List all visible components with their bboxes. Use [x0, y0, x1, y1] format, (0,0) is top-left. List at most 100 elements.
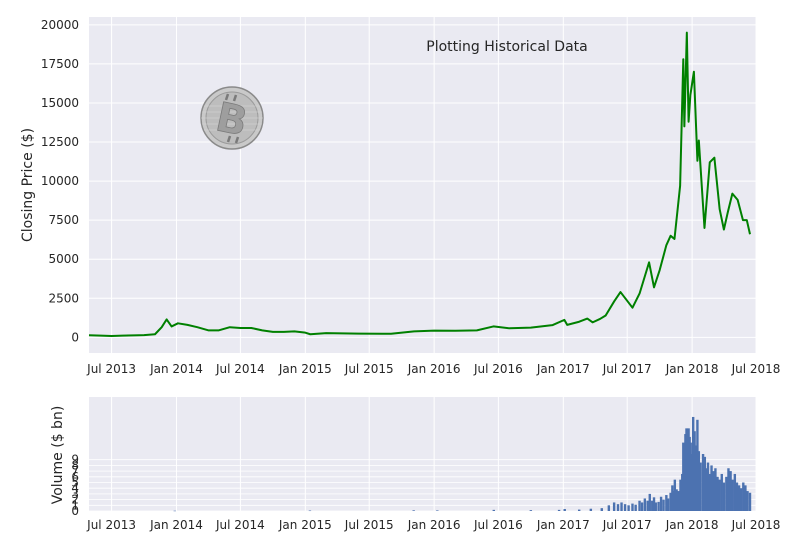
- volume-y-axis-label: Volume ($ bn): [50, 406, 66, 505]
- volume-bar: [694, 445, 698, 511]
- closing-price-line: [88, 31, 751, 337]
- volume-bar: [620, 502, 623, 511]
- volume-bar: [677, 491, 680, 511]
- volume-x-tick-label: Jul 2013: [86, 518, 136, 532]
- price-x-tick-labels: Jul 2013 Jan 2014 Jul 2014 Jan 2015 Jul 2015…: [86, 362, 780, 376]
- volume-bar: [648, 493, 651, 511]
- price-x-tick-label: Jul 2018: [731, 362, 781, 376]
- volume-bar: [744, 485, 747, 511]
- price-y-tick-label: 20000: [41, 18, 79, 32]
- volume-bar: [731, 479, 734, 511]
- price-y-tick-label: 2500: [48, 291, 79, 305]
- volume-bar: [659, 496, 663, 511]
- volume-bars: [173, 416, 752, 512]
- volume-bar: [412, 510, 415, 511]
- volume-bar: [735, 482, 739, 511]
- volume-y-tick-label: 2: [71, 493, 79, 507]
- volume-bar: [563, 509, 566, 511]
- volume-bar: [673, 479, 677, 511]
- volume-y-tick-label: 4: [71, 481, 79, 495]
- price-y-tick-label: 17500: [41, 57, 79, 71]
- volume-bar: [607, 505, 611, 511]
- volume-bar: [742, 482, 745, 511]
- volume-bar: [652, 497, 656, 511]
- volume-bar: [706, 462, 710, 511]
- volume-bar: [739, 488, 743, 511]
- volume-bar: [492, 509, 495, 511]
- volume-bar: [600, 508, 603, 511]
- volume-bar: [720, 473, 723, 511]
- volume-bar: [708, 473, 711, 511]
- price-y-axis-label: Closing Price ($): [20, 128, 36, 242]
- price-x-tick-label: Jul 2013: [86, 362, 136, 376]
- volume-y-tick-label: 7: [71, 464, 79, 478]
- volume-bar: [669, 492, 672, 511]
- price-x-tick-label: Jan 2016: [407, 362, 461, 376]
- volume-bar: [631, 503, 634, 511]
- volume-x-tick-label: Jul 2016: [473, 518, 523, 532]
- volume-bar: [634, 504, 637, 511]
- volume-x-tick-label: Jan 2018: [665, 518, 719, 532]
- volume-bar: [722, 482, 726, 511]
- volume-y-tick-label: 6: [71, 470, 79, 484]
- volume-x-tick-label: Jan 2016: [407, 518, 461, 532]
- price-y-tick-label: 0: [71, 330, 79, 344]
- price-x-tick-label: Jul 2014: [215, 362, 265, 376]
- bitcoin-coin-icon: B: [200, 86, 264, 150]
- volume-bar: [671, 485, 674, 511]
- price-x-tick-label: Jan 2015: [278, 362, 332, 376]
- volume-bar: [691, 416, 695, 511]
- volume-bar: [577, 509, 581, 511]
- price-x-tick-label: Jan 2014: [149, 362, 203, 376]
- volume-plot-background: [89, 397, 756, 511]
- volume-bar: [666, 498, 670, 511]
- volume-bar: [703, 456, 707, 511]
- volume-bar: [699, 462, 702, 511]
- volume-bar: [616, 504, 620, 511]
- volume-bar: [612, 502, 616, 511]
- volume-x-tick-label: Jul 2018: [731, 518, 781, 532]
- volume-bar: [727, 468, 730, 511]
- volume-bar: [662, 499, 665, 511]
- volume-y-tick-label: 3: [71, 487, 79, 501]
- volume-bar: [589, 508, 593, 511]
- volume-x-tick-label: Jul 2014: [215, 518, 265, 532]
- price-plot-background: [89, 17, 756, 353]
- volume-bar: [733, 473, 737, 511]
- volume-bar: [716, 476, 719, 511]
- volume-x-tick-label: Jul 2015: [344, 518, 394, 532]
- price-x-tick-label: Jul 2015: [344, 362, 394, 376]
- price-y-tick-label: 7500: [48, 213, 79, 227]
- volume-bar: [654, 502, 657, 511]
- volume-bar: [623, 504, 627, 511]
- volume-bar: [529, 510, 533, 511]
- price-y-tick-label: 5000: [48, 252, 79, 266]
- volume-y-tick-label: 5: [71, 476, 79, 490]
- volume-bar: [705, 468, 708, 511]
- volume-bar: [557, 509, 561, 511]
- volume-bar: [737, 485, 741, 511]
- volume-x-tick-labels: Jul 2013 Jan 2014 Jul 2014 Jan 2015 Jul 2015…: [86, 518, 780, 532]
- volume-x-tick-label: Jul 2017: [602, 518, 652, 532]
- volume-bar: [746, 491, 749, 511]
- volume-y-tick-label: 9: [71, 453, 79, 467]
- volume-y-tick-label: 1: [71, 498, 79, 512]
- volume-y-tick-label: 0: [71, 504, 79, 518]
- volume-bar: [640, 502, 644, 511]
- volume-bar: [689, 442, 692, 511]
- price-x-tick-label: Jul 2016: [473, 362, 523, 376]
- price-y-tick-label: 12500: [41, 135, 79, 149]
- volume-bar: [651, 500, 654, 511]
- volume-bar: [308, 510, 312, 512]
- volume-bar: [748, 492, 752, 511]
- volume-bar: [718, 479, 721, 511]
- volume-bar: [646, 500, 649, 511]
- volume-bar: [693, 431, 696, 511]
- volume-bar: [627, 505, 630, 511]
- price-y-tick-label: 15000: [41, 96, 79, 110]
- volume-bar: [701, 454, 705, 511]
- volume-bar: [679, 479, 682, 511]
- price-y-tick-label: 10000: [41, 174, 79, 188]
